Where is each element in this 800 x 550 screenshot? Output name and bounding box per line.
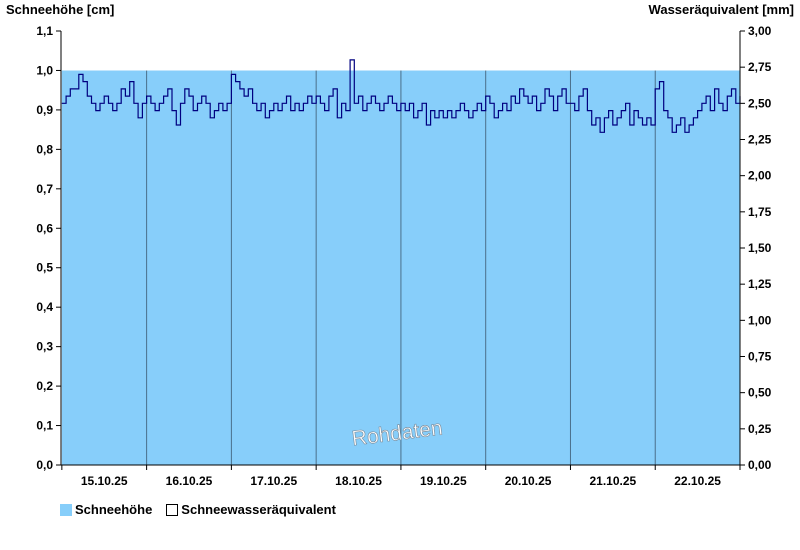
right-tick-label: 2,25 [748,133,772,147]
swe-line-layer [61,59,741,133]
left-tick-label: 0,5 [36,261,53,275]
left-tick-label: 0,4 [36,300,53,314]
x-tick-label: 18.10.25 [335,474,382,488]
left-tick-label: 0,1 [36,419,53,433]
right-tick-label: 0,75 [748,350,772,364]
left-axis-title: Schneehöhe [cm] [6,2,114,17]
x-tick-label: 21.10.25 [589,474,636,488]
right-axis-title: Wasseräquivalent [mm] [649,2,794,17]
x-tick-label: 17.10.25 [250,474,297,488]
legend-swatch-area [60,503,72,516]
left-tick-label: 0,7 [36,182,53,196]
legend-swatch-line [166,503,179,516]
axes-layer: 0,0 0,1 0,2 0,3 0,4 0,5 0,6 0,7 0,8 0,9 1,0 1,1 0,00… [36,24,771,488]
left-tick-label: 0,8 [36,142,53,156]
x-tick-label: 15.10.25 [81,474,128,488]
x-tick-label: 20.10.25 [505,474,552,488]
legend: Schneehöhe Schneewasseräquivalent [60,502,350,517]
legend-label-snow-depth: Schneehöhe [75,502,153,517]
left-tick-label: 0,2 [36,379,53,393]
right-tick-label: 0,50 [748,386,772,400]
right-tick-label: 0,25 [748,422,772,436]
right-tick-label: 1,00 [748,313,772,327]
right-tick-label: 3,00 [748,24,772,38]
left-tick-label: 1,0 [36,63,53,77]
right-tick-label: 1,25 [748,277,772,291]
right-tick-label: 0,00 [748,458,772,472]
left-tick-label: 0,3 [36,340,53,354]
x-tick-label: 19.10.25 [420,474,467,488]
legend-label-swe: Schneewasseräquivalent [181,502,336,517]
day-grid-layer [146,70,656,465]
left-tick-label: 0,9 [36,103,53,117]
right-tick-label: 1,75 [748,205,772,219]
x-tick-label: 22.10.25 [674,474,721,488]
right-tick-label: 2,00 [748,169,772,183]
right-tick-label: 1,50 [748,241,772,255]
legend-item-snow-depth: Schneehöhe [60,502,152,517]
right-tick-label: 2,75 [748,60,772,74]
right-tick-label: 2,50 [748,96,772,110]
swe-line [61,59,741,133]
legend-item-swe: Schneewasseräquivalent [166,502,336,517]
left-tick-label: 0,6 [36,221,53,235]
left-tick-label: 1,1 [36,24,53,38]
x-tick-label: 16.10.25 [166,474,213,488]
left-tick-label: 0,0 [36,458,53,472]
